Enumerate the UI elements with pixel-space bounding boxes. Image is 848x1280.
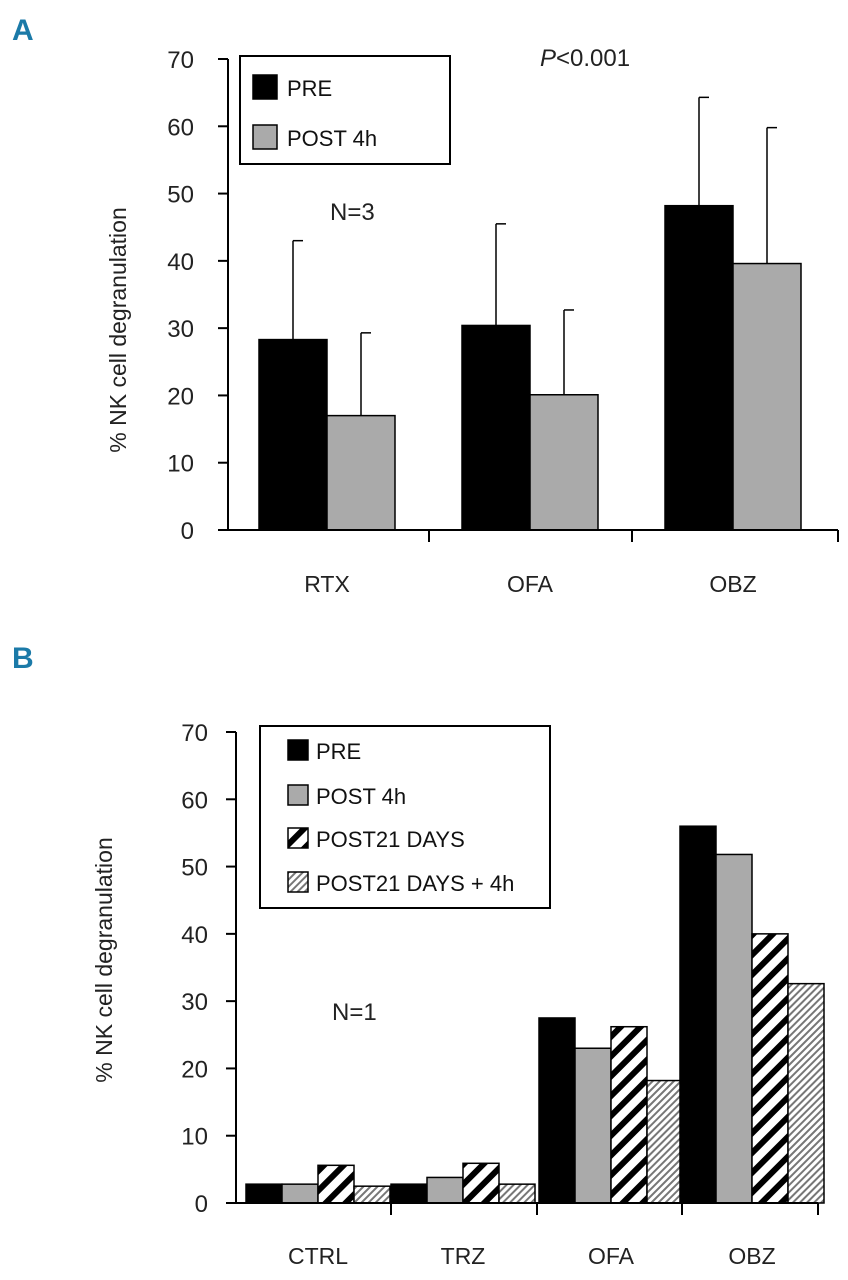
panel-b-legend-label-post21days4h: POST21 DAYS + 4h <box>316 871 514 896</box>
panel-a-pvalue-value: <0.001 <box>556 45 630 72</box>
y-tick-label: 30 <box>167 316 194 343</box>
x-category-label-trz: TRZ <box>441 1243 486 1269</box>
bar-pre-rtx <box>258 338 328 531</box>
bar-post-4h-trz <box>426 1176 464 1204</box>
bar-pre-obz <box>679 825 717 1204</box>
panel-b-n-label: N=1 <box>332 999 377 1026</box>
panel-a-y-ticks: 0 10 20 30 40 50 60 70 <box>167 47 228 545</box>
x-category-label-ofa: OFA <box>588 1243 635 1269</box>
bar-post21-days-ctrl <box>317 1164 355 1204</box>
bar-post21-days-4h-ofa <box>646 1079 684 1204</box>
x-category-label-rtx: RTX <box>304 571 350 597</box>
panel-a-bars <box>258 204 802 531</box>
panel-a-legend-swatch-pre <box>252 74 278 100</box>
y-tick-label: 60 <box>181 787 208 814</box>
bar-pre-ctrl <box>245 1183 283 1204</box>
y-tick-label: 70 <box>181 720 208 747</box>
panel-b-legend-swatch-post4h <box>287 784 309 806</box>
panel-a-pvalue: P<0.001 <box>540 45 630 72</box>
y-tick-label: 50 <box>181 855 208 882</box>
y-tick-label: 0 <box>181 518 194 545</box>
panel-a-error-bars <box>292 96 777 416</box>
panel-b-legend-swatch-post21days <box>287 827 309 849</box>
y-tick-label: 10 <box>167 451 194 478</box>
x-category-label-ctrl: CTRL <box>288 1243 348 1269</box>
y-tick-label: 70 <box>167 47 194 74</box>
panel-b-legend-label-pre: PRE <box>316 739 361 764</box>
x-category-label-obz: OBZ <box>728 1243 775 1269</box>
bar-pre-obz <box>664 204 734 531</box>
panel-b-legend-label-post21days: POST21 DAYS <box>316 827 465 852</box>
panel-b-category-labels: CTRL TRZ OFA OBZ <box>288 1243 776 1269</box>
x-category-label-ofa: OFA <box>507 571 554 597</box>
panel-b-legend: PRE POST 4h POST21 DAYS POST21 DAYS + 4h <box>259 725 551 909</box>
y-tick-label: 30 <box>181 989 208 1016</box>
panel-b-y-axis-label: % NK cell degranulation <box>91 837 117 1082</box>
y-tick-label: 60 <box>167 114 194 141</box>
y-tick-label: 20 <box>181 1056 208 1083</box>
panel-b-legend-swatch-pre <box>287 739 309 761</box>
panel-b-y-ticks: 0 10 20 30 40 50 60 70 <box>181 720 236 1218</box>
bar-post21-days-4h-obz <box>787 982 825 1204</box>
panel-a-label: A <box>12 14 34 47</box>
bar-post21-days-obz <box>751 933 789 1204</box>
y-tick-label: 20 <box>167 383 194 410</box>
bar-post-4h-rtx <box>326 414 396 531</box>
y-tick-label: 40 <box>167 249 194 276</box>
y-tick-label: 50 <box>167 182 194 209</box>
bar-post21-days-trz <box>462 1162 500 1204</box>
panel-b-axes <box>235 732 819 1215</box>
bar-post-4h-ctrl <box>281 1183 319 1204</box>
panel-b-bars <box>245 825 825 1204</box>
panel-b-legend-label-post4h: POST 4h <box>316 784 406 809</box>
panel-b: B % NK cell degranulation 0 10 20 30 40 50 60 7… <box>12 642 825 1269</box>
panel-a-pvalue-letter: P <box>540 45 556 72</box>
panel-a-legend-swatch-post4h <box>252 124 278 150</box>
bar-post21-days-4h-ctrl <box>353 1185 391 1204</box>
panel-a-axes <box>227 59 839 542</box>
y-tick-label: 40 <box>181 922 208 949</box>
y-tick-label: 0 <box>195 1191 208 1218</box>
bar-pre-trz <box>390 1183 428 1204</box>
panel-a-legend-label-post4h: POST 4h <box>287 126 377 151</box>
panel-a-y-axis-label: % NK cell degranulation <box>105 207 131 452</box>
panel-a: A % NK cell degranulation 0 10 20 30 40 50 60 7… <box>12 14 839 597</box>
bar-post-4h-ofa <box>529 394 599 531</box>
bar-pre-ofa <box>538 1017 576 1204</box>
panel-b-legend-swatch-post21days4h <box>287 871 309 893</box>
bar-post21-days-4h-trz <box>498 1183 536 1204</box>
bar-pre-ofa <box>461 324 531 531</box>
panel-a-category-labels: RTX OFA OBZ <box>304 571 756 597</box>
bar-post-4h-obz <box>715 853 753 1204</box>
panel-a-legend-label-pre: PRE <box>287 76 332 101</box>
bar-post21-days-ofa <box>610 1025 648 1204</box>
bar-post-4h-ofa <box>574 1047 612 1204</box>
panel-b-label: B <box>12 642 34 675</box>
x-category-label-obz: OBZ <box>709 571 756 597</box>
panel-a-legend: PRE POST 4h <box>239 55 451 165</box>
bar-post-4h-obz <box>732 262 802 531</box>
y-tick-label: 10 <box>181 1124 208 1151</box>
panel-a-n-label: N=3 <box>330 199 375 226</box>
